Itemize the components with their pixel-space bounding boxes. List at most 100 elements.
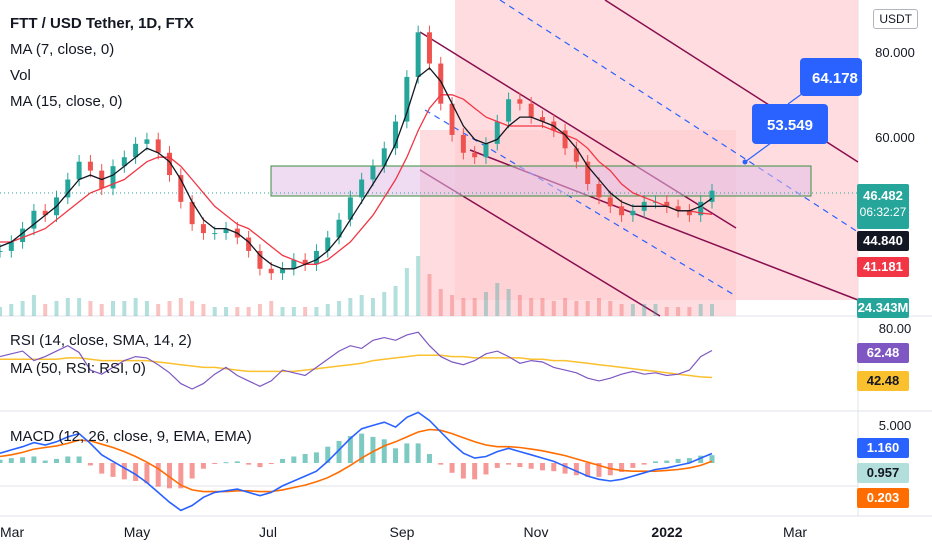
candle-body [31, 210, 37, 229]
last-price-tag: 46.482 06:32:27 [857, 184, 909, 229]
candle-body [686, 210, 692, 216]
macd-hist-bar [494, 463, 500, 468]
countdown-value: 06:32:27 [859, 205, 907, 219]
legend-vol: Vol [10, 67, 31, 84]
legend-rsi: RSI (14, close, SMA, 14, 2) [10, 332, 192, 349]
macd-hist-bar [31, 456, 37, 463]
macd-hist-bar [573, 463, 579, 476]
candle-body [426, 32, 432, 64]
candle-body [76, 161, 82, 180]
macd-hist-bar [404, 443, 410, 463]
macd-hist-bar [302, 454, 308, 463]
volume-bar [144, 301, 149, 316]
callout-high-box[interactable] [800, 58, 862, 96]
macd-hist-bar [133, 463, 139, 481]
macd-hist-bar [280, 458, 286, 463]
candle-body [200, 224, 206, 234]
candle-body [144, 139, 150, 144]
currency-button[interactable]: USDT [873, 9, 918, 29]
candle-body [110, 166, 116, 189]
volume-bar [314, 307, 319, 316]
volume-bar [461, 298, 466, 316]
callout-mid-box[interactable] [752, 104, 828, 144]
macd-hist-bar [370, 436, 376, 463]
volume-bar [450, 295, 455, 316]
macd-hist-bar [42, 460, 48, 463]
candle-body [359, 179, 365, 198]
macd-hist-bar [381, 439, 387, 463]
macd-hist-bar [528, 463, 534, 469]
time-tick-6: Mar [783, 524, 807, 540]
price-tick-60: 60.000 [875, 130, 915, 145]
macd-hist-bar [54, 458, 60, 463]
candle-body [494, 121, 500, 144]
volume-bar [9, 304, 14, 316]
candle-body [167, 152, 173, 176]
macd-hist-bar [393, 448, 399, 463]
volume-bar [348, 298, 353, 316]
macd-hist-bar [585, 463, 591, 477]
volume-bar [291, 307, 296, 316]
macd-hist-bar [652, 461, 658, 463]
macd-hist-bar [189, 463, 195, 479]
macd-hist-bar [449, 463, 455, 473]
channel-midline-lower [424, 109, 737, 297]
candle-body [268, 268, 274, 274]
candle-body [438, 63, 444, 104]
volume-bar [393, 286, 398, 316]
time-tick-3: Sep [390, 524, 415, 540]
volume-bar [325, 304, 330, 316]
volume-bar [495, 283, 500, 316]
macd-hist-bar [641, 463, 647, 465]
macd-hist-bar [517, 463, 523, 468]
volume-bar [416, 256, 421, 316]
candle-body [189, 201, 195, 225]
legend-ma7: MA (7, close, 0) [10, 41, 115, 58]
macd-hist-bar [246, 463, 252, 465]
volume-bar [190, 301, 195, 316]
macd-hist-bar [415, 443, 421, 463]
macd-hist-bar [709, 455, 715, 463]
volume-bar [133, 298, 138, 316]
macd-hist-bar [506, 463, 512, 465]
candle-body [698, 201, 704, 216]
volume-bar [438, 289, 443, 316]
macd-hist-bar [155, 463, 161, 487]
volume-bar [31, 295, 36, 316]
ma15-line [0, 94, 713, 265]
candle-body [347, 197, 353, 220]
macd-hist-bar [664, 460, 670, 463]
candle-body [246, 237, 252, 251]
macd-hist-bar [325, 446, 331, 463]
candle-body [291, 259, 297, 269]
candle-body [223, 228, 229, 234]
last-price-value: 46.482 [863, 188, 903, 203]
macd-hist-bar [472, 463, 478, 480]
macd-hist-bar [596, 463, 602, 477]
legend-macd: MACD (12, 26, close, 9, EMA, EMA) [10, 428, 252, 445]
candle-body [607, 197, 613, 207]
volume-bar [337, 301, 342, 316]
volume-bar [427, 274, 432, 316]
macd-hist-bar [426, 454, 432, 463]
macd-line [0, 411, 713, 512]
candle-body [472, 152, 478, 158]
volume-bar [540, 298, 545, 316]
volume-bar [596, 298, 601, 316]
macd-hist-bar [562, 463, 568, 474]
macd-hist-bar [223, 462, 229, 464]
candle-body [8, 242, 14, 251]
candles [0, 25, 715, 280]
volume-bar [111, 301, 116, 316]
volume-bar [472, 298, 477, 316]
callout-high-text: 64.178 [812, 70, 858, 87]
macd-hist-bar [268, 463, 274, 464]
macd-hist-bar [675, 458, 681, 463]
rsi-ma-line [0, 354, 713, 379]
volume-bar [65, 298, 70, 316]
volume-bar [551, 301, 556, 316]
legend-ma15: MA (15, close, 0) [10, 93, 123, 110]
volume-bar [201, 304, 206, 316]
